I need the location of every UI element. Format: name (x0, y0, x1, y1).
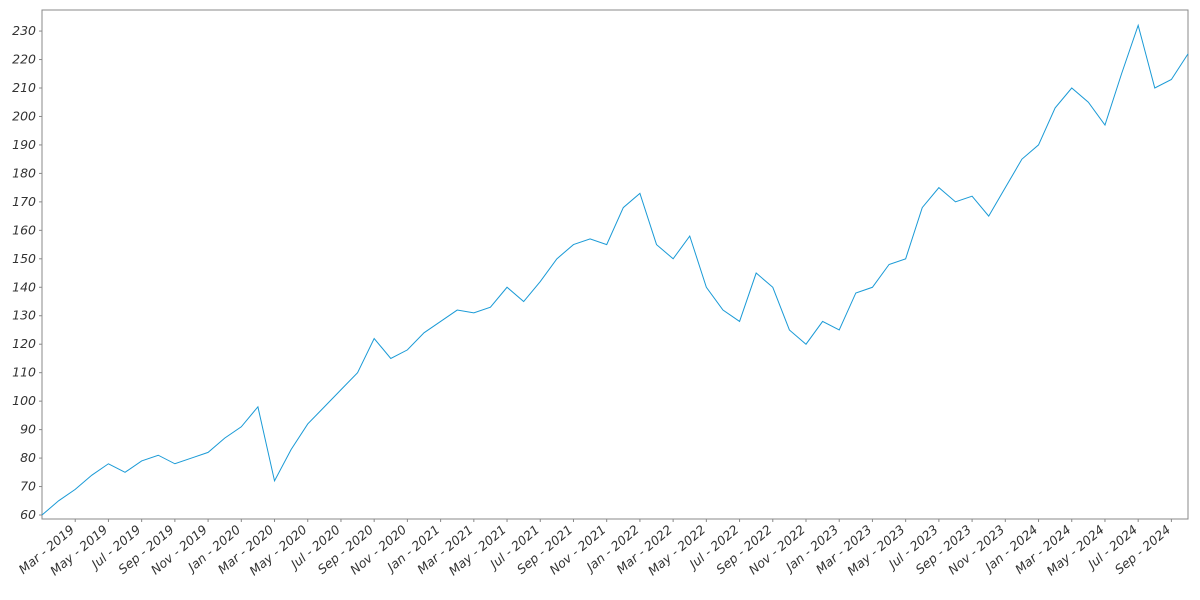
y-tick-label: 220 (12, 52, 36, 67)
y-tick-label: 230 (12, 23, 36, 38)
y-tick-label: 210 (12, 80, 36, 95)
y-tick-label: 120 (12, 336, 36, 351)
y-tick-label: 200 (12, 108, 36, 123)
y-tick-label: 150 (12, 251, 36, 266)
y-tick-label: 90 (20, 422, 36, 437)
price-line (41, 23, 1189, 516)
y-tick-label: 130 (12, 308, 36, 323)
y-tick-label: 190 (12, 137, 36, 152)
y-tick-label: 110 (12, 365, 36, 380)
y-tick-label: 60 (20, 507, 36, 522)
y-tick-label: 80 (20, 450, 36, 465)
plot-frame (41, 9, 1189, 520)
y-tick-label: 140 (12, 279, 36, 294)
y-tick-label: 170 (12, 194, 36, 209)
y-tick-label: 70 (20, 479, 36, 494)
y-tick-label: 160 (12, 222, 36, 237)
y-tick-label: 180 (12, 165, 36, 180)
y-tick-label: 100 (12, 393, 36, 408)
